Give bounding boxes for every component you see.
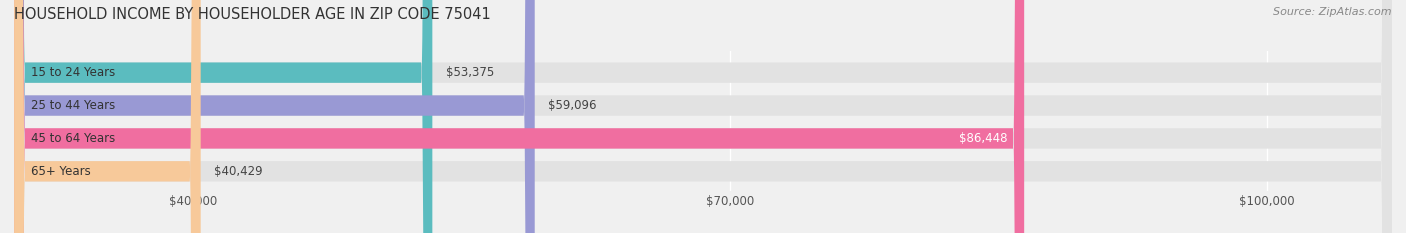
Text: $86,448: $86,448 [959, 132, 1008, 145]
Text: $53,375: $53,375 [446, 66, 495, 79]
FancyBboxPatch shape [14, 0, 1392, 233]
FancyBboxPatch shape [14, 0, 534, 233]
FancyBboxPatch shape [14, 0, 201, 233]
Text: 65+ Years: 65+ Years [31, 165, 90, 178]
Text: Source: ZipAtlas.com: Source: ZipAtlas.com [1274, 7, 1392, 17]
FancyBboxPatch shape [14, 0, 1392, 233]
Text: HOUSEHOLD INCOME BY HOUSEHOLDER AGE IN ZIP CODE 75041: HOUSEHOLD INCOME BY HOUSEHOLDER AGE IN Z… [14, 7, 491, 22]
FancyBboxPatch shape [14, 0, 1392, 233]
FancyBboxPatch shape [14, 0, 1392, 233]
Text: $59,096: $59,096 [548, 99, 598, 112]
FancyBboxPatch shape [14, 0, 1024, 233]
Text: $40,429: $40,429 [215, 165, 263, 178]
Text: 15 to 24 Years: 15 to 24 Years [31, 66, 115, 79]
Text: 25 to 44 Years: 25 to 44 Years [31, 99, 115, 112]
Text: 45 to 64 Years: 45 to 64 Years [31, 132, 115, 145]
FancyBboxPatch shape [14, 0, 433, 233]
